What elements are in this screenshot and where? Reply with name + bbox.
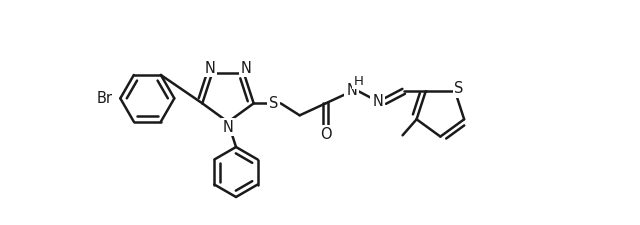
Text: N: N (346, 83, 357, 98)
Text: H: H (354, 75, 364, 88)
Text: N: N (372, 94, 383, 109)
Text: S: S (269, 96, 278, 111)
Text: N: N (241, 61, 252, 76)
Text: S: S (454, 81, 464, 96)
Text: Br: Br (97, 91, 113, 106)
Text: N: N (223, 119, 234, 135)
Text: N: N (205, 61, 216, 76)
Text: O: O (320, 127, 332, 142)
